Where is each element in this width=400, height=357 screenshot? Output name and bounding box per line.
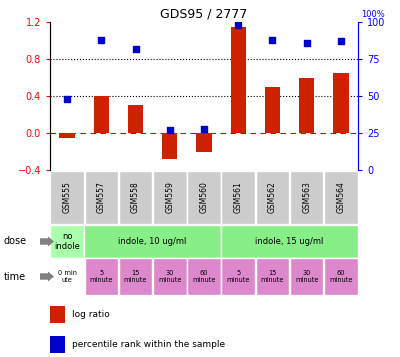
Text: GSM562: GSM562 <box>268 182 277 213</box>
FancyBboxPatch shape <box>324 258 358 295</box>
Bar <box>60 133 75 138</box>
Point <box>64 96 70 102</box>
Bar <box>128 105 143 133</box>
FancyBboxPatch shape <box>50 171 84 225</box>
Text: GSM559: GSM559 <box>165 182 174 213</box>
Text: log ratio: log ratio <box>72 310 109 319</box>
FancyBboxPatch shape <box>153 258 186 295</box>
Text: 30
minute: 30 minute <box>158 270 182 283</box>
Text: indole, 15 ug/ml: indole, 15 ug/ml <box>255 237 324 246</box>
FancyBboxPatch shape <box>50 258 84 295</box>
Text: 15
minute: 15 minute <box>124 270 147 283</box>
Point <box>98 37 104 42</box>
Bar <box>50 306 66 323</box>
Title: GDS95 / 2777: GDS95 / 2777 <box>160 8 248 21</box>
Text: GSM555: GSM555 <box>63 182 72 213</box>
Point <box>269 37 276 42</box>
Point <box>166 127 173 133</box>
Text: GSM558: GSM558 <box>131 182 140 213</box>
Text: dose: dose <box>4 236 27 246</box>
Bar <box>94 96 109 133</box>
FancyBboxPatch shape <box>187 258 221 295</box>
FancyBboxPatch shape <box>84 258 118 295</box>
Text: GSM560: GSM560 <box>200 182 208 213</box>
FancyBboxPatch shape <box>221 225 358 258</box>
Text: 5
minute: 5 minute <box>226 270 250 283</box>
Bar <box>50 336 66 353</box>
Text: GSM557: GSM557 <box>97 182 106 213</box>
FancyBboxPatch shape <box>256 258 289 295</box>
FancyBboxPatch shape <box>256 171 289 225</box>
Text: 60
minute: 60 minute <box>329 270 353 283</box>
Text: 60
minute: 60 minute <box>192 270 216 283</box>
Bar <box>230 27 246 133</box>
FancyBboxPatch shape <box>324 171 358 225</box>
FancyBboxPatch shape <box>222 171 255 225</box>
Bar <box>333 73 348 133</box>
Point <box>201 126 207 131</box>
Bar <box>299 77 314 133</box>
FancyBboxPatch shape <box>84 225 221 258</box>
FancyBboxPatch shape <box>187 171 221 225</box>
Point <box>235 22 242 28</box>
FancyBboxPatch shape <box>290 171 324 225</box>
Text: 5
minute: 5 minute <box>90 270 113 283</box>
Bar <box>196 133 212 151</box>
Text: 100%: 100% <box>361 10 385 19</box>
Point <box>304 40 310 46</box>
Point <box>338 39 344 44</box>
Text: GSM561: GSM561 <box>234 182 243 213</box>
Text: 0 min
ute: 0 min ute <box>58 270 77 283</box>
Text: indole, 10 ug/ml: indole, 10 ug/ml <box>118 237 187 246</box>
FancyBboxPatch shape <box>84 171 118 225</box>
FancyBboxPatch shape <box>290 258 324 295</box>
Text: 30
minute: 30 minute <box>295 270 318 283</box>
FancyBboxPatch shape <box>119 171 152 225</box>
Text: GSM563: GSM563 <box>302 182 311 213</box>
Text: percentile rank within the sample: percentile rank within the sample <box>72 340 225 349</box>
FancyBboxPatch shape <box>50 225 84 258</box>
FancyBboxPatch shape <box>119 258 152 295</box>
Text: GSM564: GSM564 <box>336 182 345 213</box>
FancyBboxPatch shape <box>153 171 186 225</box>
FancyBboxPatch shape <box>222 258 255 295</box>
Bar <box>265 87 280 133</box>
Bar <box>162 133 178 159</box>
Text: time: time <box>4 272 26 282</box>
Point <box>132 46 139 51</box>
Text: 15
minute: 15 minute <box>261 270 284 283</box>
Text: no
indole: no indole <box>54 232 80 251</box>
